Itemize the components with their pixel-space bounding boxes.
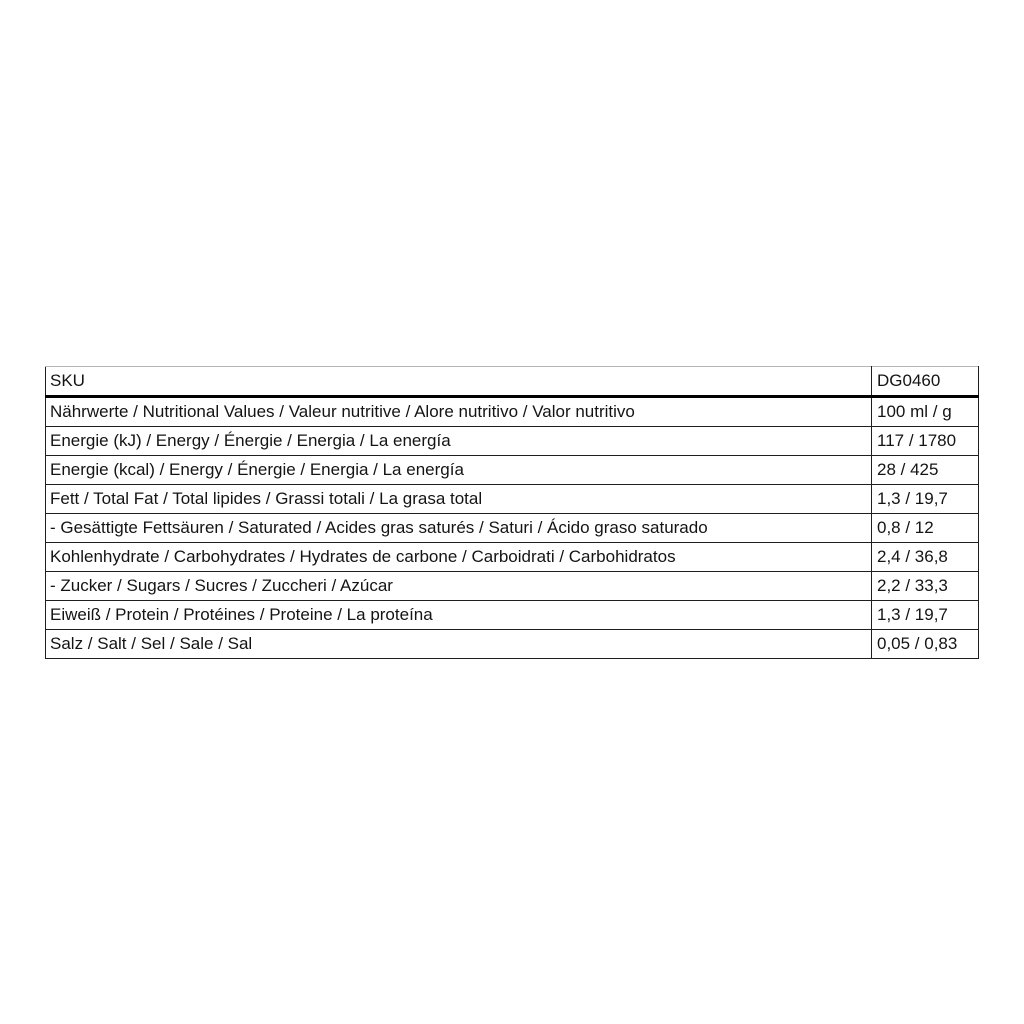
table-row: Energie (kcal) / Energy / Énergie / Ener… — [45, 455, 979, 485]
row-label-cell: Energie (kJ) / Energy / Énergie / Energi… — [45, 426, 872, 456]
row-label-cell: Eiweiß / Protein / Protéines / Proteine … — [45, 600, 872, 630]
row-value-cell: 1,3 / 19,7 — [871, 484, 979, 514]
row-value-cell: 2,4 / 36,8 — [871, 542, 979, 572]
table-header-row: SKU DG0460 — [45, 366, 979, 398]
row-value-cell: 1,3 / 19,7 — [871, 600, 979, 630]
row-value-cell: 0,05 / 0,83 — [871, 629, 979, 659]
row-value-cell: 0,8 / 12 — [871, 513, 979, 543]
row-label-cell: Kohlenhydrate / Carbohydrates / Hydrates… — [45, 542, 872, 572]
sku-label: SKU — [45, 366, 872, 398]
row-label-cell: Nährwerte / Nutritional Values / Valeur … — [45, 396, 872, 427]
row-value-cell: 28 / 425 — [871, 455, 979, 485]
row-label-cell: - Gesättigte Fettsäuren / Saturated / Ac… — [45, 513, 872, 543]
table-row: Nährwerte / Nutritional Values / Valeur … — [45, 396, 979, 427]
row-value-cell: 100 ml / g — [871, 396, 979, 427]
row-value-cell: 117 / 1780 — [871, 426, 979, 456]
row-label-cell: Fett / Total Fat / Total lipides / Grass… — [45, 484, 872, 514]
row-label-cell: Salz / Salt / Sel / Sale / Sal — [45, 629, 872, 659]
row-label-cell: - Zucker / Sugars / Sucres / Zuccheri / … — [45, 571, 872, 601]
table-row: Salz / Salt / Sel / Sale / Sal 0,05 / 0,… — [45, 629, 979, 659]
table-row: - Gesättigte Fettsäuren / Saturated / Ac… — [45, 513, 979, 543]
table-row: Fett / Total Fat / Total lipides / Grass… — [45, 484, 979, 514]
sku-value: DG0460 — [871, 366, 979, 398]
table-row: Energie (kJ) / Energy / Énergie / Energi… — [45, 426, 979, 456]
nutrition-table: SKU DG0460 Nährwerte / Nutritional Value… — [45, 366, 979, 659]
table-row: Kohlenhydrate / Carbohydrates / Hydrates… — [45, 542, 979, 572]
row-value-cell: 2,2 / 33,3 — [871, 571, 979, 601]
table-row: - Zucker / Sugars / Sucres / Zuccheri / … — [45, 571, 979, 601]
row-label-cell: Energie (kcal) / Energy / Énergie / Ener… — [45, 455, 872, 485]
table-row: Eiweiß / Protein / Protéines / Proteine … — [45, 600, 979, 630]
